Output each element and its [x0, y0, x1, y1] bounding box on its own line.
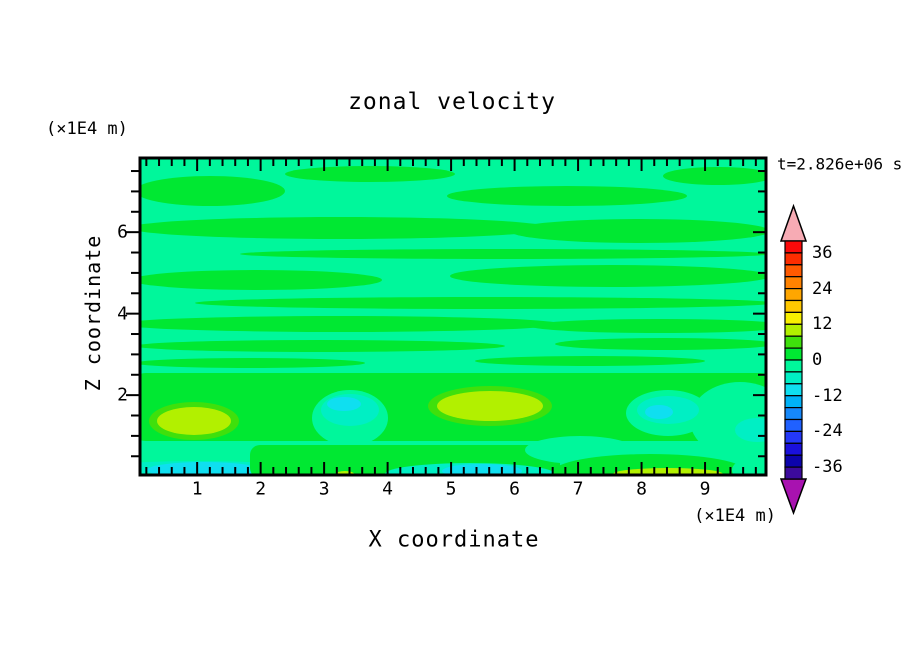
colorbar-segment — [784, 430, 803, 444]
colorbar-tick-label: 24 — [812, 278, 833, 299]
contour-region — [140, 340, 505, 352]
y-axis-label: Z coordinate — [81, 234, 105, 392]
colorbar-tick-label: 0 — [812, 350, 823, 370]
contour-region — [140, 176, 285, 206]
colorbar-segment — [784, 359, 803, 373]
colorbar-tick-label: -24 — [812, 421, 843, 442]
colorbar-segment — [784, 252, 803, 266]
contour-region — [450, 265, 766, 287]
colorbar-segment — [784, 454, 803, 468]
colorbar-segment — [784, 466, 803, 480]
contour-region — [663, 167, 766, 185]
colorbar-segment — [784, 288, 803, 302]
colorbar-segment — [784, 407, 803, 421]
y-tick-label: 2 — [117, 384, 128, 406]
colorbar-under-arrow — [779, 478, 808, 516]
x-tick-label: 7 — [572, 478, 584, 500]
contour-region — [735, 418, 766, 442]
contour-region — [437, 391, 543, 421]
contour-region — [140, 316, 560, 332]
colorbar-segment — [784, 323, 803, 337]
colorbar-segment — [784, 335, 803, 349]
contour-region — [140, 217, 550, 239]
time-annotation: t=2.826e+06 s — [777, 154, 903, 174]
contour-region — [447, 186, 687, 206]
x-axis-unit-label: (×1E4 m) — [694, 506, 776, 526]
colorbar-segment — [784, 299, 803, 313]
x-tick-label: 2 — [255, 478, 267, 500]
colorbar-segment — [784, 240, 803, 254]
contour-region — [510, 219, 766, 243]
contour-region — [285, 166, 455, 182]
colorbar-segment — [784, 347, 803, 361]
colorbar-tick-label: -12 — [812, 385, 843, 406]
contour-region — [645, 405, 673, 419]
colorbar-segment — [784, 371, 803, 385]
colorbar — [779, 203, 808, 516]
colorbar-tick-label: -36 — [812, 457, 843, 478]
x-axis-label: X coordinate — [368, 527, 540, 553]
colorbar-segment — [784, 442, 803, 456]
contour-region — [140, 270, 382, 290]
contour-region — [555, 338, 766, 350]
colorbar-segment — [784, 264, 803, 278]
axis-ticks — [126, 159, 765, 474]
plot-title: zonal velocity — [348, 89, 556, 115]
contour-region — [157, 407, 231, 435]
contour-region — [327, 397, 361, 411]
y-tick-label: 4 — [117, 303, 128, 325]
colorbar-over-arrow — [779, 203, 808, 242]
y-tick-label: 6 — [117, 221, 128, 243]
colorbar-segment — [784, 311, 803, 325]
contour-region — [530, 319, 766, 333]
contour-region — [240, 249, 766, 259]
contour-region — [147, 462, 261, 475]
x-tick-label: 5 — [445, 478, 457, 500]
contour-field — [140, 158, 766, 475]
colorbar-segment — [784, 395, 803, 409]
colorbar-segment — [784, 383, 803, 397]
x-tick-label: 4 — [382, 478, 394, 500]
colorbar-tick-label: 36 — [812, 242, 833, 263]
contour-region — [140, 358, 365, 368]
x-tick-label: 3 — [318, 478, 330, 500]
contour-region — [613, 468, 723, 475]
contour-region — [732, 457, 766, 475]
x-tick-label: 1 — [191, 478, 203, 500]
contour-region — [195, 297, 766, 309]
colorbar-segment — [784, 418, 803, 432]
x-tick-label: 8 — [636, 478, 647, 500]
x-tick-label: 6 — [509, 478, 520, 500]
contour-region — [475, 356, 705, 366]
plot-border — [138, 156, 768, 477]
y-axis-unit-label: (×1E4 m) — [46, 119, 128, 139]
colorbar-segment — [784, 276, 803, 290]
colorbar-tick-label: 12 — [812, 314, 833, 335]
x-tick-label: 9 — [699, 478, 711, 500]
